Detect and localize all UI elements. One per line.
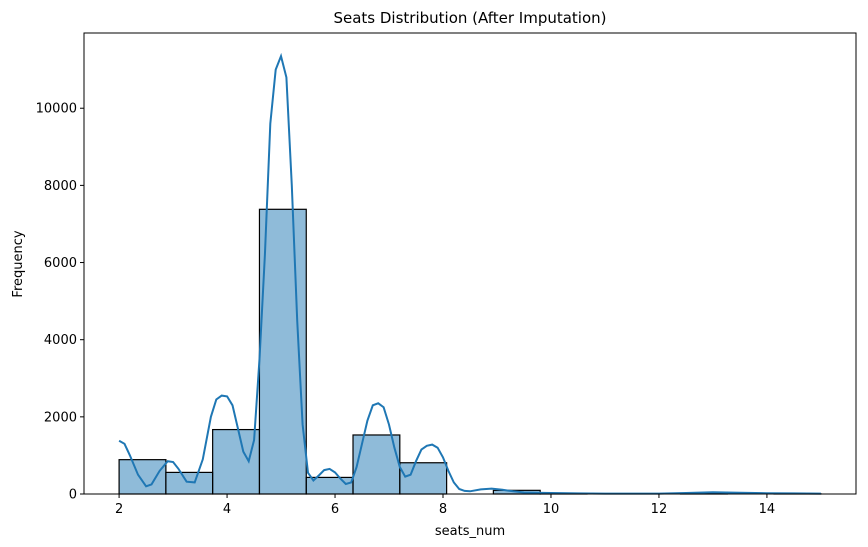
x-tick-label: 4 (223, 502, 231, 517)
x-axis-ticks: 2 4 6 8 10 12 14 (115, 494, 775, 517)
histogram-bar-0 (118, 459, 167, 495)
x-tick-label: 8 (439, 502, 447, 517)
y-axis-ticks: 0 2000 4000 6000 8000 10000 (36, 102, 84, 503)
x-tick-label: 10 (543, 502, 560, 517)
y-tick-label: 10000 (36, 102, 77, 117)
kde-curve (118, 52, 821, 495)
y-tick-label: 2000 (44, 410, 77, 425)
histogram-bar-1 (165, 471, 214, 495)
y-tick-label: 8000 (44, 179, 77, 194)
x-axis-label: seats_num (435, 524, 505, 539)
histogram-bar-6 (399, 462, 448, 495)
y-tick-label: 0 (69, 488, 77, 503)
y-tick-label: 6000 (44, 256, 77, 271)
x-tick-label: 6 (331, 502, 339, 517)
plot-frame (83, 32, 857, 495)
x-tick-label: 12 (651, 502, 668, 517)
chart-title: Seats Distribution (After Imputation) (333, 9, 606, 27)
y-axis-label: Frequency (11, 230, 26, 297)
histogram-bar-5 (352, 434, 401, 495)
histogram-bar-2 (212, 428, 261, 495)
x-tick-label: 14 (759, 502, 776, 517)
y-tick-label: 4000 (44, 333, 77, 348)
x-tick-label: 2 (115, 502, 123, 517)
histogram-bars (118, 208, 822, 495)
